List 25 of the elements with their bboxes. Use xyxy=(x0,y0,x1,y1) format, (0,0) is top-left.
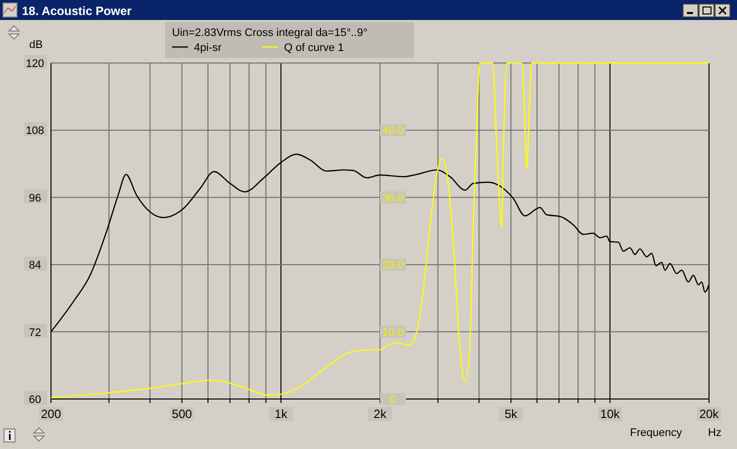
chart-title: 18. Acoustic Power xyxy=(22,4,132,18)
legend-title: Uin=2.83Vrms Cross integral da=15°..9° xyxy=(172,27,368,39)
y2-tick-label: 30.0 xyxy=(382,192,404,204)
x-tick-label: 20k xyxy=(699,407,720,421)
x-tick-label: 200 xyxy=(40,407,62,421)
x-tick-label: 500 xyxy=(172,407,192,421)
x-axis-title: Frequency xyxy=(630,427,682,439)
y-axis-title: dB xyxy=(29,39,43,51)
x-tick-label: 1k xyxy=(274,407,288,421)
y2-tick-label: 20.0 xyxy=(382,260,404,272)
y-tick-label: 60 xyxy=(28,394,42,406)
y2-tick-label: 10.0 xyxy=(382,326,404,339)
y-tick-label: 108 xyxy=(26,125,44,138)
text: Hz xyxy=(708,427,722,439)
x-tick-label: 5k xyxy=(504,407,518,421)
y2-tick-label: 40.0 xyxy=(382,125,404,138)
x-tick-label: 10k xyxy=(600,407,621,421)
y2-tick-label: 0 xyxy=(390,394,396,406)
legend-label: Q of curve 1 xyxy=(284,42,344,54)
y-tick-label: 120 xyxy=(26,58,44,70)
y-tick-label: 96 xyxy=(28,192,42,204)
legend-label: 4pi-sr xyxy=(194,42,222,54)
x-tick-label: 2k xyxy=(374,407,388,421)
y-tick-label: 84 xyxy=(28,260,42,272)
y-tick-label: 72 xyxy=(28,326,42,339)
